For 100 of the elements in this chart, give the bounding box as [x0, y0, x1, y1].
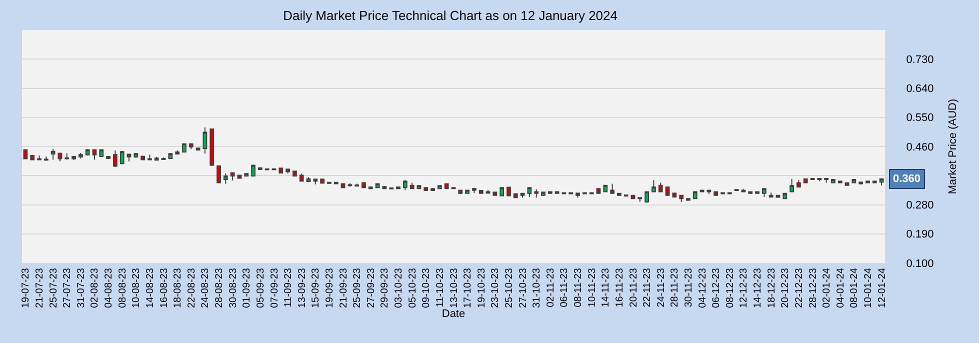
x-tick-label: 11-09-23	[283, 268, 294, 308]
candlestick	[768, 192, 774, 198]
candlestick	[831, 179, 836, 184]
x-tick-label: 13-10-23	[448, 268, 460, 308]
x-tick-label: 11-10-23	[434, 268, 446, 308]
x-tick-label: 20-11-23	[628, 268, 640, 308]
x-tick-label: 30-11-23	[683, 268, 694, 308]
x-tick-label: 09-10-23	[421, 268, 432, 308]
x-tick-label: 27-10-23	[518, 268, 529, 308]
candlestick	[603, 184, 608, 192]
candlestick	[402, 180, 408, 191]
x-tick-label: 29-09-23	[380, 268, 391, 308]
candlestick	[534, 188, 539, 198]
candlestick	[244, 173, 249, 178]
x-tick-label: 14-11-23	[600, 268, 612, 308]
x-tick-label: 10-11-23	[586, 268, 598, 308]
candlestick	[644, 191, 649, 204]
x-tick-label: 23-10-23	[490, 268, 502, 308]
candlestick	[658, 182, 663, 192]
candlestick	[796, 180, 801, 188]
x-tick-label: 16-11-23	[614, 268, 626, 308]
y-tick-label: 0.460	[906, 141, 934, 154]
candlestick	[99, 149, 104, 158]
x-tick-label: 28-11-23	[670, 268, 681, 308]
candlestick	[251, 164, 256, 176]
x-tick-label: 02-08-23	[90, 268, 101, 308]
candlestick	[472, 187, 476, 194]
candlestick	[465, 190, 470, 194]
candlestick	[652, 180, 656, 192]
chart-title: Daily Market Price Technical Chart as on 12 January 2024	[283, 8, 618, 23]
candlestick	[506, 186, 511, 196]
x-tick-label: 19-10-23	[476, 268, 488, 308]
candlestick	[113, 150, 118, 167]
y-tick-label: 0.280	[906, 200, 934, 212]
y-tick-label: 0.100	[906, 258, 934, 270]
candlestick	[126, 154, 132, 162]
candlestick	[210, 128, 214, 166]
candlestick	[168, 152, 173, 159]
y-tick-label: 0.640	[906, 83, 934, 96]
x-tick-label: 04-08-23	[104, 268, 115, 308]
candlestick	[64, 152, 70, 160]
candlestick	[500, 187, 504, 196]
x-tick-label: 01-09-23	[242, 268, 253, 308]
candlestick	[23, 149, 28, 160]
y-axis-title: Market Price (AUD)	[946, 98, 959, 194]
x-tick-label: 06-11-23	[559, 268, 570, 308]
x-tick-label: 08-12-23	[724, 268, 736, 308]
x-tick-label: 16-08-23	[158, 268, 170, 308]
candlestick	[444, 183, 449, 190]
text: 0.360	[893, 173, 921, 185]
y-tick-label: 0.550	[906, 112, 934, 124]
candlestick	[223, 172, 228, 184]
candlestick	[424, 187, 428, 192]
x-tick-label: 25-10-23	[504, 268, 515, 308]
candlestick	[92, 149, 97, 160]
x-tick-label: 02-01-24	[822, 268, 833, 308]
candlestick	[37, 155, 42, 161]
x-tick-label: 18-08-23	[172, 268, 184, 308]
y-tick-label: 0.190	[906, 228, 934, 241]
x-tick-label: 22-08-23	[186, 268, 198, 308]
candlestick	[692, 190, 698, 200]
x-tick-label: 15-09-23	[310, 268, 322, 308]
candlestick	[85, 148, 90, 156]
candlestick	[148, 154, 152, 160]
x-tick-label: 18-12-23	[766, 268, 778, 308]
candlestick	[134, 152, 138, 158]
candlestick	[362, 182, 366, 188]
x-tick-label: 27-09-23	[366, 268, 377, 308]
x-tick-label: 25-07-23	[48, 268, 60, 308]
candlestick	[610, 183, 614, 194]
candlestick	[478, 190, 484, 194]
candlestick	[790, 178, 794, 192]
candlestick	[50, 148, 56, 160]
y-tick-label: 0.730	[906, 54, 934, 66]
x-tick-label: 31-10-23	[532, 268, 543, 308]
candlestick	[714, 191, 718, 196]
x-tick-label: 02-11-23	[545, 268, 556, 308]
x-tick-label: 22-11-23	[642, 268, 654, 308]
candlestick	[576, 192, 580, 198]
x-tick-label: 08-08-23	[117, 268, 128, 308]
x-tick-label: 06-12-23	[711, 268, 722, 308]
x-tick-label: 08-01-24	[849, 268, 860, 308]
x-tick-label: 13-09-23	[296, 268, 308, 308]
x-tick-label: 28-12-23	[808, 268, 819, 308]
x-tick-label: 12-12-23	[738, 268, 750, 308]
x-tick-label: 24-11-23	[656, 268, 667, 308]
x-tick-label: 21-07-23	[34, 268, 46, 308]
x-tick-label: 27-07-23	[62, 268, 74, 308]
x-axis-title: Date	[442, 308, 466, 320]
x-tick-label: 08-11-23	[573, 268, 584, 308]
x-tick-label: 07-09-23	[269, 268, 280, 308]
x-tick-label: 25-09-23	[352, 268, 364, 308]
candlestick	[216, 165, 221, 184]
candlestick	[879, 178, 884, 186]
candlestick	[182, 142, 186, 153]
candlestick	[299, 173, 304, 182]
x-tick-label: 10-01-24	[862, 268, 874, 308]
x-tick-label: 19-07-23	[20, 268, 32, 308]
x-tick-label: 28-08-23	[214, 268, 226, 308]
candlestick	[762, 188, 766, 198]
